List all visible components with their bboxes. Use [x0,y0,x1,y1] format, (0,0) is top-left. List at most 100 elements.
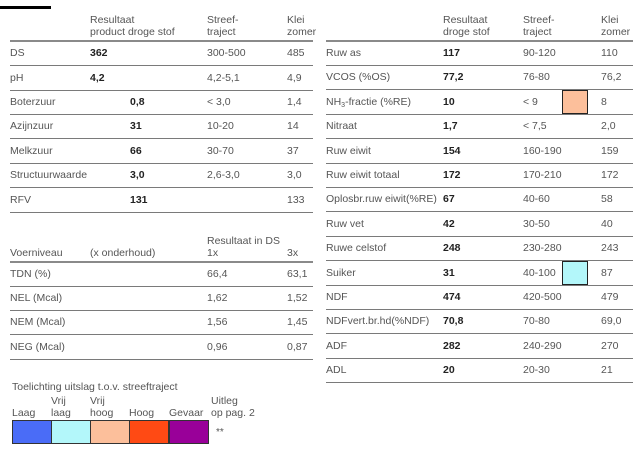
row-streef: 170-210 [523,169,562,181]
row-klei: 3,0 [287,169,302,181]
row-label: NH3-fractie (%RE) [326,96,411,109]
row-value-1x: 66,4 [207,268,228,280]
row-klei: 2,0 [601,120,616,133]
table-row: Ruw vet 42 30-50 40 [326,212,633,236]
label-subscript: 3 [341,101,346,109]
row-result: 154 [443,144,461,157]
row-streef: 40-100 [523,266,556,279]
table-row: Suiker 31 40-100 87 [326,260,633,285]
legend-swatch [169,420,209,444]
table-row: Ruw as 117 90-120 110 [326,41,633,65]
legend-label-line2: hoog [90,407,114,419]
legend-label: Gevaar [169,395,203,419]
row-klei: 21 [601,364,613,377]
row-label: Azijnzuur [10,120,54,132]
row-result: 66 [130,145,142,157]
divider [10,65,313,66]
table-row: VCOS (%OS) 77,2 76-80 76,2 [326,65,633,89]
row-label: Nitraat [326,120,357,133]
legend-swatch [51,420,91,444]
feed-header-sublabel: (x onderhoud) [90,247,156,259]
row-result: 42 [443,217,455,230]
table-row: Ruw eiwit 154 160-190 159 [326,139,633,163]
row-value-3x: 0,87 [287,341,308,353]
divider [326,187,633,188]
row-klei: 110 [601,47,618,59]
legend-label: Laag [12,395,35,419]
row-value-3x: 1,52 [287,292,308,304]
status-marker [562,260,588,285]
divider [10,334,313,335]
row-label: Ruw as [326,47,362,59]
divider [10,359,313,360]
divider [10,212,313,213]
row-streef: 30-70 [207,145,234,157]
row-klei: 243 [601,242,619,255]
divider [326,309,633,310]
row-klei: 270 [601,339,619,352]
row-klei: 37 [287,145,299,157]
table-row: Boterzuur 0,8 < 3,0 1,4 [10,90,313,114]
row-streef: < 9 [523,95,538,108]
divider [10,187,313,188]
row-label: Melkzuur [10,145,53,157]
status-marker [562,89,588,114]
row-label: Ruw eiwit totaal [326,169,400,181]
row-klei: 479 [601,291,619,303]
row-result: 248 [443,242,461,255]
row-streef: < 3,0 [207,96,231,108]
table-row: DS 362 300-500 485 [10,41,313,65]
row-label: Boterzuur [10,96,56,108]
feed-header-label: Voerniveau [10,247,63,259]
row-value-1x: 1,56 [207,316,228,328]
table-row: NDFvert.br.hd(%NDF) 70,8 70-80 69,0 [326,309,633,333]
row-label: Ruw eiwit [326,144,371,157]
right-header-klei: Klei zomer [601,14,631,38]
row-result: 282 [443,339,461,352]
row-streef: 240-290 [523,339,562,352]
divider [326,284,633,286]
row-klei: 69,0 [601,315,622,328]
table-row: NH3-fractie (%RE) 10 < 9 8 [326,89,633,114]
legend-label-line2: Hoog [129,407,155,419]
table-row: NDF 474 420-500 479 [326,285,633,309]
row-streef: 230-280 [523,242,562,255]
legend-label: Vrij laag [51,395,71,419]
row-streef: 160-190 [523,144,562,157]
row-result: 20 [443,364,455,377]
legend-swatch [129,420,169,444]
row-label: Ruw vet [326,217,364,230]
row-result: 31 [130,120,142,132]
row-klei: 133 [287,194,305,206]
row-result: 1,7 [443,120,458,133]
row-label: NEM (Mcal) [10,316,66,328]
row-streef: 20-30 [523,364,550,377]
row-streef: 420-500 [523,291,562,303]
row-result: 0,8 [130,96,145,108]
legend-label: Hoog [129,395,154,419]
row-streef: 300-500 [207,47,246,59]
legend-note: Uitleg op pag. 2 [211,395,255,419]
row-result: 3,0 [130,169,145,181]
divider [326,113,633,115]
row-streef: 40-60 [523,193,550,206]
row-result: 31 [443,266,455,279]
divider [326,333,633,335]
row-result: 117 [443,47,460,59]
row-value-1x: 1,62 [207,292,228,304]
row-streef: 4,2-5,1 [207,72,240,84]
row-label: Suiker [326,266,356,279]
right-header-result: Resultaat droge stof [443,14,490,38]
row-label: Oplosbr.ruw eiwit(%RE) [326,193,437,206]
row-value-3x: 1,45 [287,316,308,328]
legend-note-marker: ** [216,427,224,438]
row-result: 4,2 [90,72,105,84]
decorative-top-bar [0,6,51,9]
row-label: NDF [326,291,348,303]
table-row: Melkzuur 66 30-70 37 [10,139,313,163]
legend-label-line2: laag [51,407,71,419]
divider [10,286,313,287]
row-label: TDN (%) [10,268,51,280]
row-result: 77,2 [443,71,464,84]
row-label: pH [10,72,24,84]
